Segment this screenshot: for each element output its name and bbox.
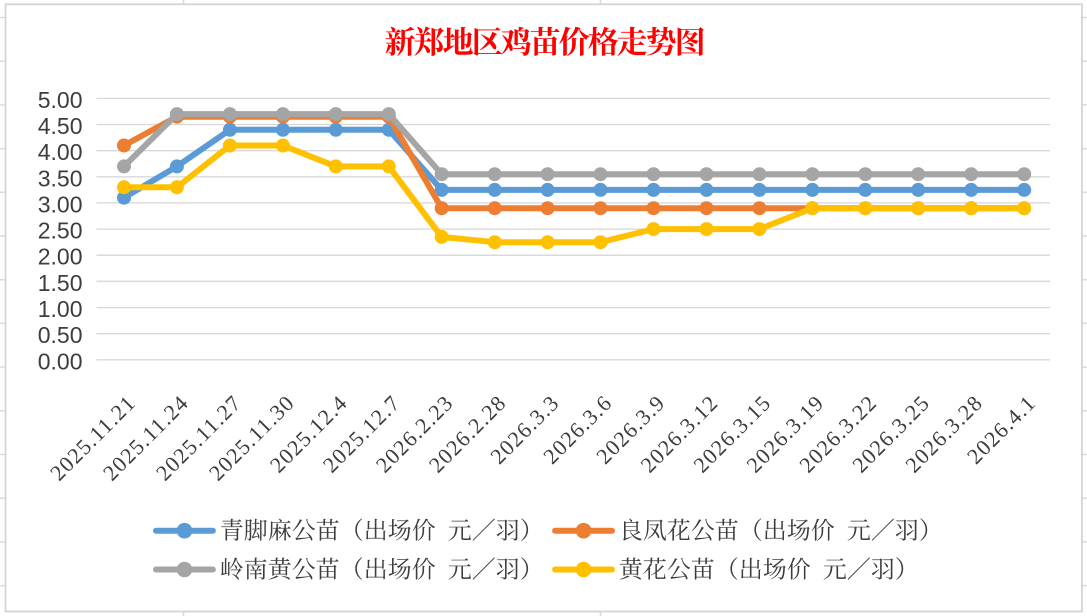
- svg-text:5.00: 5.00: [38, 87, 83, 113]
- svg-text:4.00: 4.00: [38, 139, 83, 165]
- svg-text:3.50: 3.50: [38, 165, 83, 191]
- svg-text:2.50: 2.50: [38, 218, 83, 244]
- svg-text:2.00: 2.00: [38, 244, 83, 270]
- svg-text:0.50: 0.50: [38, 322, 83, 348]
- svg-text:4.50: 4.50: [38, 113, 83, 139]
- svg-text:1.50: 1.50: [38, 270, 83, 296]
- svg-text:3.00: 3.00: [38, 192, 83, 218]
- svg-text:0.00: 0.00: [38, 348, 83, 374]
- svg-text:1.00: 1.00: [38, 296, 83, 322]
